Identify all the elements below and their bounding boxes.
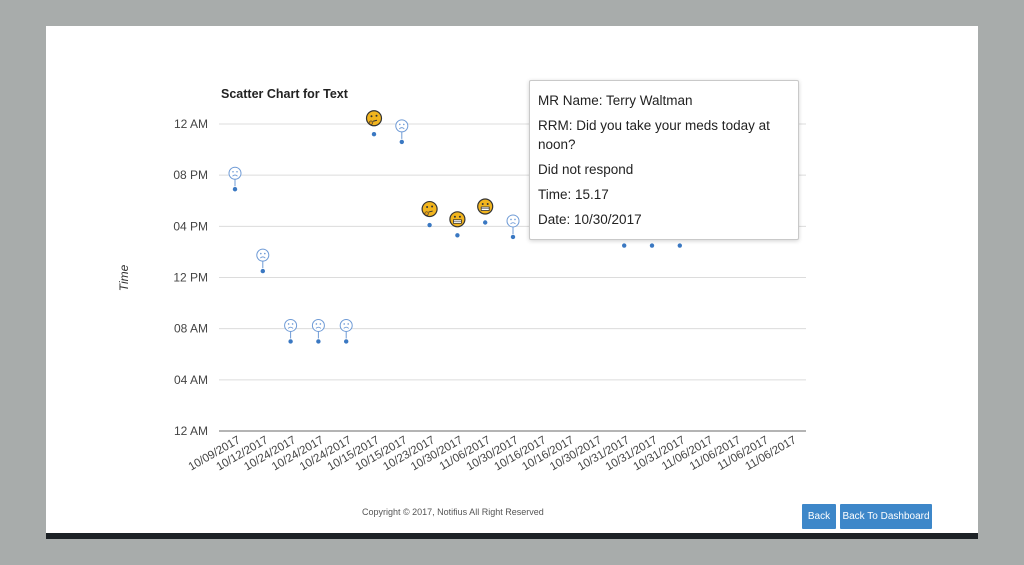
thinking-face-icon xyxy=(365,110,383,127)
point-dot xyxy=(427,222,432,228)
data-point[interactable] xyxy=(339,318,353,344)
data-point[interactable] xyxy=(649,243,655,248)
point-dot xyxy=(510,234,516,240)
point-dot xyxy=(232,187,238,192)
point-dot xyxy=(622,243,627,248)
data-point[interactable] xyxy=(477,198,494,225)
tooltip-time: Time: 15.17 xyxy=(538,187,609,202)
sad-face-icon xyxy=(311,318,325,332)
back-button[interactable]: Back xyxy=(802,504,836,529)
point-dot xyxy=(316,339,321,344)
data-point[interactable] xyxy=(284,318,298,344)
data-point[interactable] xyxy=(395,119,409,145)
grimacing-face-icon xyxy=(449,211,466,228)
data-point[interactable] xyxy=(256,248,270,274)
back-to-dashboard-button[interactable]: Back To Dashboard xyxy=(840,504,932,529)
tooltip-date: Date: 10/30/2017 xyxy=(538,212,642,227)
data-point[interactable] xyxy=(311,318,325,344)
data-tooltip: MR Name: Terry Waltman RRM: Did you take… xyxy=(529,80,799,240)
y-tick-label: 12 PM xyxy=(173,271,208,285)
thinking-face-icon xyxy=(421,200,438,218)
tooltip-mr-name: MR Name: Terry Waltman xyxy=(538,93,693,108)
point-dot xyxy=(260,268,265,274)
chart-title: Scatter Chart for Text xyxy=(221,87,349,101)
data-point[interactable] xyxy=(449,211,466,238)
y-tick-label: 04 AM xyxy=(174,373,208,387)
y-tick-label: 08 PM xyxy=(173,168,208,182)
sad-face-icon xyxy=(395,119,409,133)
point-dot xyxy=(649,243,655,248)
tooltip-rrm: RRM: Did you take your meds today at noo… xyxy=(538,118,770,152)
data-point[interactable] xyxy=(677,243,682,248)
y-tick-label: 04 PM xyxy=(173,219,208,233)
y-tick-label: 12 AM xyxy=(174,424,208,438)
sad-face-icon xyxy=(339,318,353,332)
data-point[interactable] xyxy=(506,214,520,240)
sad-face-icon xyxy=(284,318,298,332)
point-dot xyxy=(371,132,377,137)
point-dot xyxy=(455,233,460,238)
taskbar-strip xyxy=(46,533,978,539)
point-dot xyxy=(677,243,682,248)
data-point[interactable] xyxy=(622,243,627,248)
point-dot xyxy=(288,339,293,344)
grimacing-face-icon xyxy=(477,198,494,215)
scatter-chart: Scatter Chart for Text Time 12 AM 08 PM 04… xyxy=(117,87,806,473)
copyright-text: Copyright © 2017, Notifius All Right Res… xyxy=(362,507,544,517)
sad-face-icon xyxy=(228,166,242,180)
data-point[interactable] xyxy=(421,200,438,228)
data-point[interactable] xyxy=(365,110,383,137)
chart-panel: Scatter Chart for Text Time 12 AM 08 PM 04… xyxy=(46,26,978,538)
y-axis-label: Time xyxy=(117,264,131,291)
point-dot xyxy=(483,220,488,225)
point-dot xyxy=(344,339,349,344)
tooltip-response: Did not respond xyxy=(538,162,634,177)
point-dot xyxy=(399,139,404,145)
y-tick-label: 08 AM xyxy=(174,322,208,336)
sad-face-icon xyxy=(256,248,270,262)
data-point[interactable] xyxy=(228,166,242,192)
sad-face-icon xyxy=(506,214,520,228)
y-tick-label: 12 AM xyxy=(174,117,208,131)
